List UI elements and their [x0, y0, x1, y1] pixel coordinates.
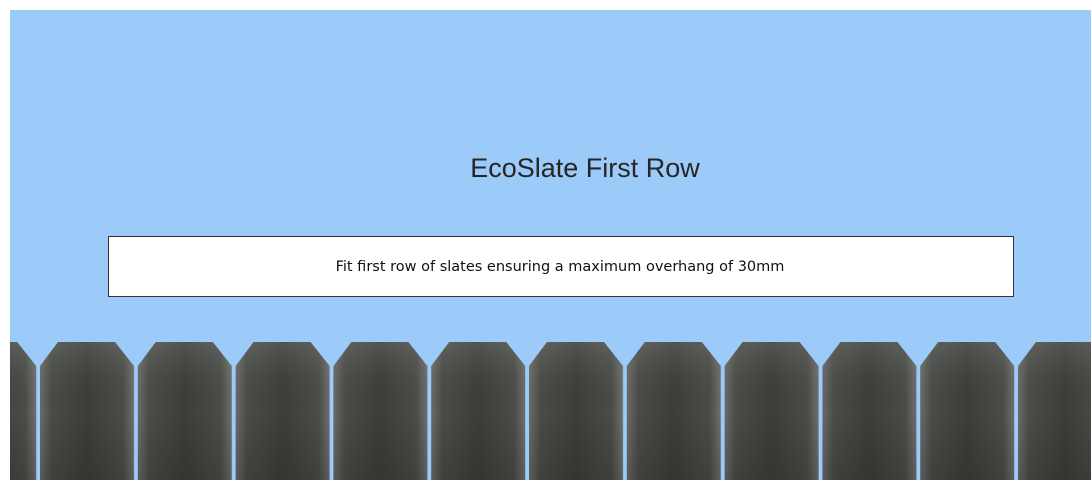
slate-row [10, 340, 1091, 480]
title: EcoSlate First Row [470, 153, 700, 183]
instruction-text: Fit first row of slates ensuring a maxim… [336, 259, 785, 275]
slide: EcoSlate First Row Fit first row of slat… [0, 0, 1091, 480]
page: EcoSlate First Row Fit first row of slat… [0, 0, 1091, 480]
